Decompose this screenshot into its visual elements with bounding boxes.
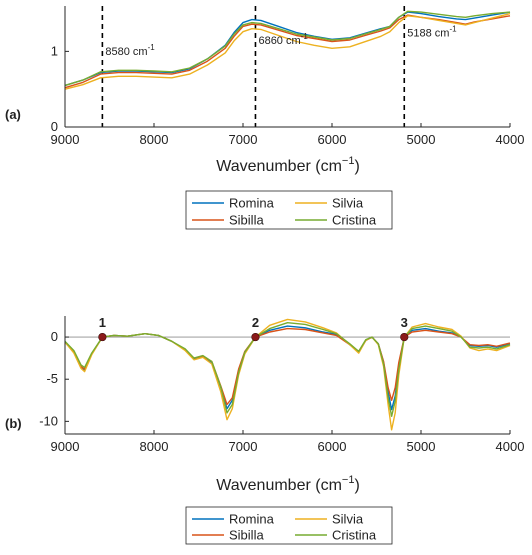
legend-label-cristina: Cristina: [332, 528, 377, 543]
panel-b-legend: Romina Silvia Sibilla Cristina: [185, 506, 393, 545]
legend-box: [185, 506, 393, 545]
panel-b-chart: (b) 1 2 3 9000 8000 7000 6000 5000 4000 0 -5 -10 Wa…: [5, 315, 525, 545]
x-tick-label-4000: 4000: [496, 439, 525, 454]
annotation-label-5188: 5188 cm-1: [407, 24, 457, 39]
x-tick-label-4000: 4000: [496, 132, 525, 147]
y-tick-label--10: -10: [39, 413, 58, 428]
x-tick-label-5000: 5000: [407, 132, 436, 147]
series-line-sibilla: [64, 14, 511, 89]
panel-b-x-axis-label: Wavenumber (cm−1): [216, 474, 360, 494]
marker-point-1: [98, 332, 107, 342]
panel-a-legend: Romina Silvia Sibilla Cristina: [185, 190, 393, 230]
x-tick-label-9000: 9000: [51, 132, 80, 147]
x-tick-label-7000: 7000: [229, 439, 258, 454]
x-tick-label-8000: 8000: [140, 132, 169, 147]
panel-a-x-axis-label: Wavenumber (cm−1): [216, 155, 360, 175]
x-tick-label-8000: 8000: [140, 439, 169, 454]
legend-box: [185, 190, 393, 230]
x-tick-label-7000: 7000: [229, 132, 258, 147]
series-line-silvia: [64, 12, 511, 90]
marker-label-1: 1: [99, 315, 106, 330]
x-tick-label-5000: 5000: [407, 439, 436, 454]
legend-label-romina: Romina: [229, 196, 275, 211]
marker-label-3: 3: [401, 315, 408, 330]
legend-label-silvia: Silvia: [332, 196, 364, 211]
y-tick-label--5: -5: [46, 371, 58, 386]
y-tick-label-0: 0: [51, 329, 58, 344]
legend-label-romina: Romina: [229, 512, 275, 527]
marker-point-2: [251, 332, 260, 342]
legend-label-cristina: Cristina: [332, 213, 377, 228]
x-tick-label-6000: 6000: [318, 132, 347, 147]
legend-label-sibilla: Sibilla: [229, 528, 264, 543]
x-tick-label-6000: 6000: [318, 439, 347, 454]
y-tick-label-0: 0: [51, 119, 58, 134]
marker-label-2: 2: [252, 315, 259, 330]
panel-b-label: (b): [5, 416, 22, 431]
annotation-label-6860: 6860 cm-1: [258, 32, 308, 47]
series-line-cristina: [64, 10, 511, 87]
series-line-cristina: [64, 322, 511, 417]
legend-label-sibilla: Sibilla: [229, 213, 264, 228]
marker-point-3: [400, 332, 409, 342]
series-line-romina: [64, 11, 511, 87]
annotation-label-8580: 8580 cm-1: [105, 43, 155, 58]
legend-label-silvia: Silvia: [332, 512, 364, 527]
series-line-romina: [64, 325, 511, 411]
x-tick-label-9000: 9000: [51, 439, 80, 454]
panel-a-chart: (a) 8580 cm-1 6860 cm-1 5188 cm-1 9000 8000 7…: [5, 6, 525, 230]
series-line-sibilla: [64, 327, 511, 406]
y-tick-label-1: 1: [51, 43, 58, 58]
panel-a-label: (a): [5, 107, 21, 122]
